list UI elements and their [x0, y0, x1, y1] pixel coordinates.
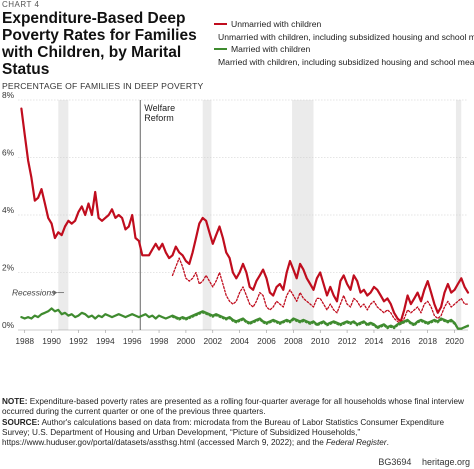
- y-axis-title: PERCENTAGE OF FAMILIES IN DEEP POVERTY: [2, 81, 204, 91]
- x-tick-label-8: 2004: [230, 336, 249, 346]
- footer: BG3694 heritage.org: [370, 457, 470, 467]
- x-tick-label-12: 2012: [338, 336, 357, 346]
- series-line-3: [171, 312, 469, 330]
- y-tick-label-2: 4%: [2, 205, 15, 215]
- x-tick-label-13: 2014: [365, 336, 384, 346]
- note-paragraph: NOTE: Expenditure-based poverty rates ar…: [2, 397, 470, 418]
- note-text: Expenditure-based poverty rates are pres…: [2, 397, 464, 417]
- source-label: SOURCE:: [2, 417, 40, 427]
- legend-item-married: Married with children: [214, 43, 472, 56]
- footer-site: heritage.org: [421, 457, 470, 467]
- legend: Unmarried with children Unmarried with c…: [214, 18, 474, 69]
- legend-item-unmarried-subsidized: Unmarried with children, including subsi…: [214, 31, 474, 44]
- series-line-0: [20, 107, 470, 323]
- x-tick-label-2: 1992: [69, 336, 88, 346]
- gridlines: [18, 99, 468, 333]
- x-tick-label-0: 1988: [15, 336, 34, 346]
- legend-swatch-unmarried: [214, 23, 227, 26]
- axis-labels: 0% 2% 4% 6% 8% 1988 1990 1992 1994 1996 1998 2000 20…: [2, 90, 464, 346]
- source-text: Author's calculations based on data from…: [2, 417, 445, 448]
- legend-label-unmarried: Unmarried with children: [231, 19, 322, 29]
- note-label: NOTE:: [2, 397, 28, 406]
- source-end: .: [386, 438, 389, 448]
- footer-code: BG3694: [378, 457, 412, 467]
- legend-item-unmarried: Unmarried with children: [214, 18, 472, 31]
- y-tick-label-1: 2%: [2, 263, 15, 273]
- welfare-reform-label-1: Reform: [144, 113, 174, 123]
- recession-band-3: [455, 100, 462, 330]
- legend-label-married: Married with children: [231, 44, 311, 54]
- x-tick-label-7: 2002: [203, 336, 222, 346]
- chart-title: Expenditure-Based Deep Poverty Rates for…: [2, 10, 197, 78]
- x-tick-label-5: 1998: [150, 336, 169, 346]
- x-tick-label-9: 2006: [257, 336, 276, 346]
- source-paragraph: SOURCE: Author's calculations based on d…: [2, 418, 470, 449]
- x-tick-label-1: 1990: [42, 336, 61, 346]
- x-tick-label-16: 2020: [445, 336, 464, 346]
- x-tick-label-3: 1994: [96, 336, 115, 346]
- x-tick-label-15: 2018: [418, 336, 437, 346]
- series-line-2: [20, 307, 470, 330]
- legend-label-unmarried-subsidized: Unmarried with children, including subsi…: [218, 31, 474, 42]
- recessions-label: Recessions: [12, 288, 56, 298]
- x-tick-label-10: 2008: [284, 336, 303, 346]
- chart-label: CHART 4: [2, 0, 40, 9]
- recessions-arrowhead: [53, 290, 58, 296]
- legend-item-married-subsidized: Married with children, including subsidi…: [214, 56, 474, 69]
- welfare-reform-label-0: Welfare: [144, 103, 175, 113]
- y-tick-label-4: 8%: [2, 90, 15, 100]
- x-tick-label-4: 1996: [123, 336, 142, 346]
- x-tick-label-6: 2000: [177, 336, 196, 346]
- notes: NOTE: Expenditure-based poverty rates ar…: [2, 397, 470, 448]
- x-tick-label-14: 2016: [392, 336, 411, 346]
- legend-label-married-subsidized: Married with children, including subsidi…: [218, 56, 474, 67]
- series-lines: [20, 107, 470, 330]
- source-italic: Federal Register: [326, 438, 387, 448]
- series-line-1: [171, 257, 469, 325]
- x-tick-label-11: 2010: [311, 336, 330, 346]
- y-tick-label-0: 0%: [2, 320, 15, 330]
- y-tick-label-3: 6%: [2, 148, 15, 158]
- legend-swatch-married: [214, 48, 227, 51]
